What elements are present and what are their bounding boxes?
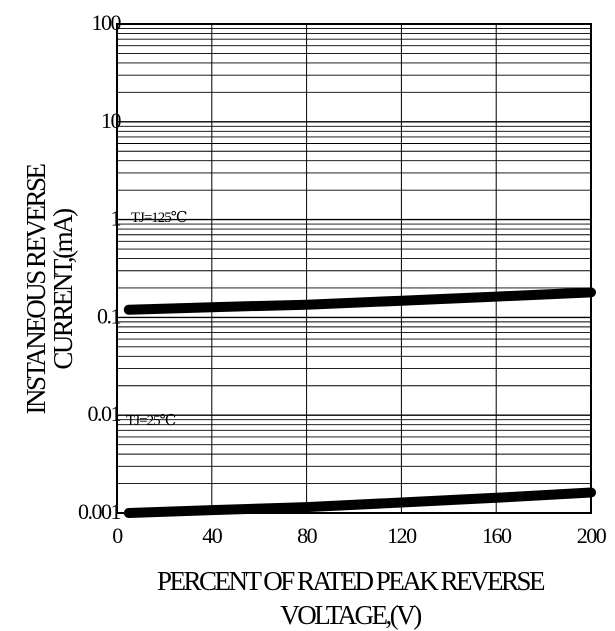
x-tick-label: 120 — [387, 523, 417, 548]
y-tick-label: 10 — [101, 108, 122, 133]
x-tick-labels: 0 40 80 120 160 200 — [112, 523, 608, 548]
y-tick-labels: 0.001 0.01 0.1 1 10 100 — [78, 10, 123, 524]
y-tick-label: 100 — [92, 10, 122, 35]
y-tick-label: 0.001 — [78, 499, 121, 524]
plot-frame — [116, 23, 592, 514]
x-axis-title-line-2: VOLTAGE,(V) — [280, 600, 421, 630]
y-tick-label: 0.1 — [97, 303, 121, 328]
x-tick-label: 200 — [577, 523, 607, 548]
annotation: TJ=125℃ — [131, 210, 187, 226]
grid — [117, 24, 591, 513]
y-axis-title-line-1: INSTANEOUS REVERSE — [21, 163, 51, 414]
x-tick-label: 80 — [297, 523, 318, 548]
y-tick-label: 0.01 — [88, 401, 121, 426]
series-line-1 — [123, 287, 596, 315]
y-axis-title-line-2: CURRENT,(mA) — [48, 209, 78, 370]
y-tick-label: 1 — [111, 206, 121, 231]
annotation: TJ=25℃ — [126, 413, 175, 429]
x-axis-title-line-1: PERCENT OF RATED PEAK REVERSE — [157, 566, 545, 596]
annotations: TJ=125℃ TJ=25℃ — [126, 210, 188, 429]
series-layer — [123, 287, 596, 518]
x-tick-label: 0 — [112, 523, 123, 548]
x-tick-label: 40 — [202, 523, 223, 548]
x-tick-label: 160 — [482, 523, 512, 548]
series-line-2 — [123, 487, 596, 518]
